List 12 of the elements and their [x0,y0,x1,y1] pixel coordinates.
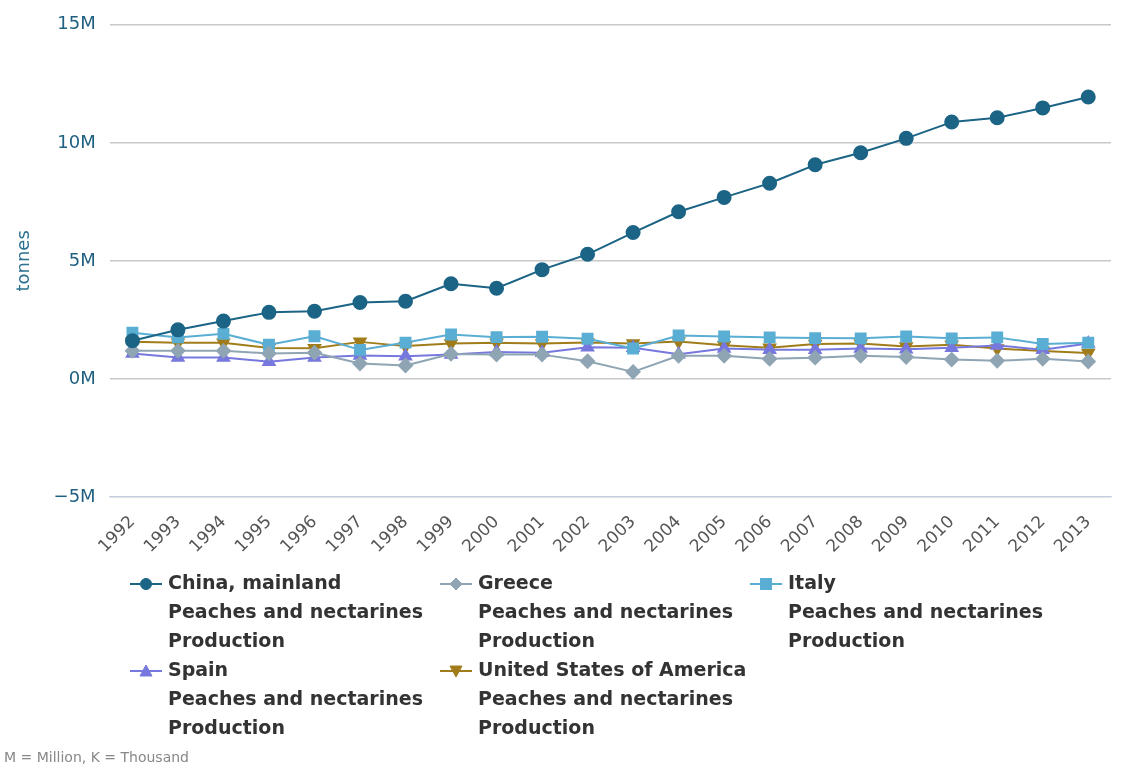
legend-label: Spain Peaches and nectarines Production [168,657,423,740]
legend-label: Greece Peaches and nectarines Production [478,570,733,653]
text: M = Million, K = Thousand [4,749,189,765]
y-tick-label: −5M [53,484,96,506]
y-axis-title: tonnes [12,230,34,292]
legend-label: China, mainland Peaches and nectarines Production [168,570,423,653]
y-tick-label: 10M [57,130,96,152]
legend-label: United States of America Peaches and nectarines Production [478,657,747,740]
y-tick-label: 15M [57,12,96,34]
y-tick-label: 5M [68,248,96,270]
y-tick-label: 0M [68,366,96,388]
legend-label: Italy Peaches and nectarines Production [788,570,1043,653]
